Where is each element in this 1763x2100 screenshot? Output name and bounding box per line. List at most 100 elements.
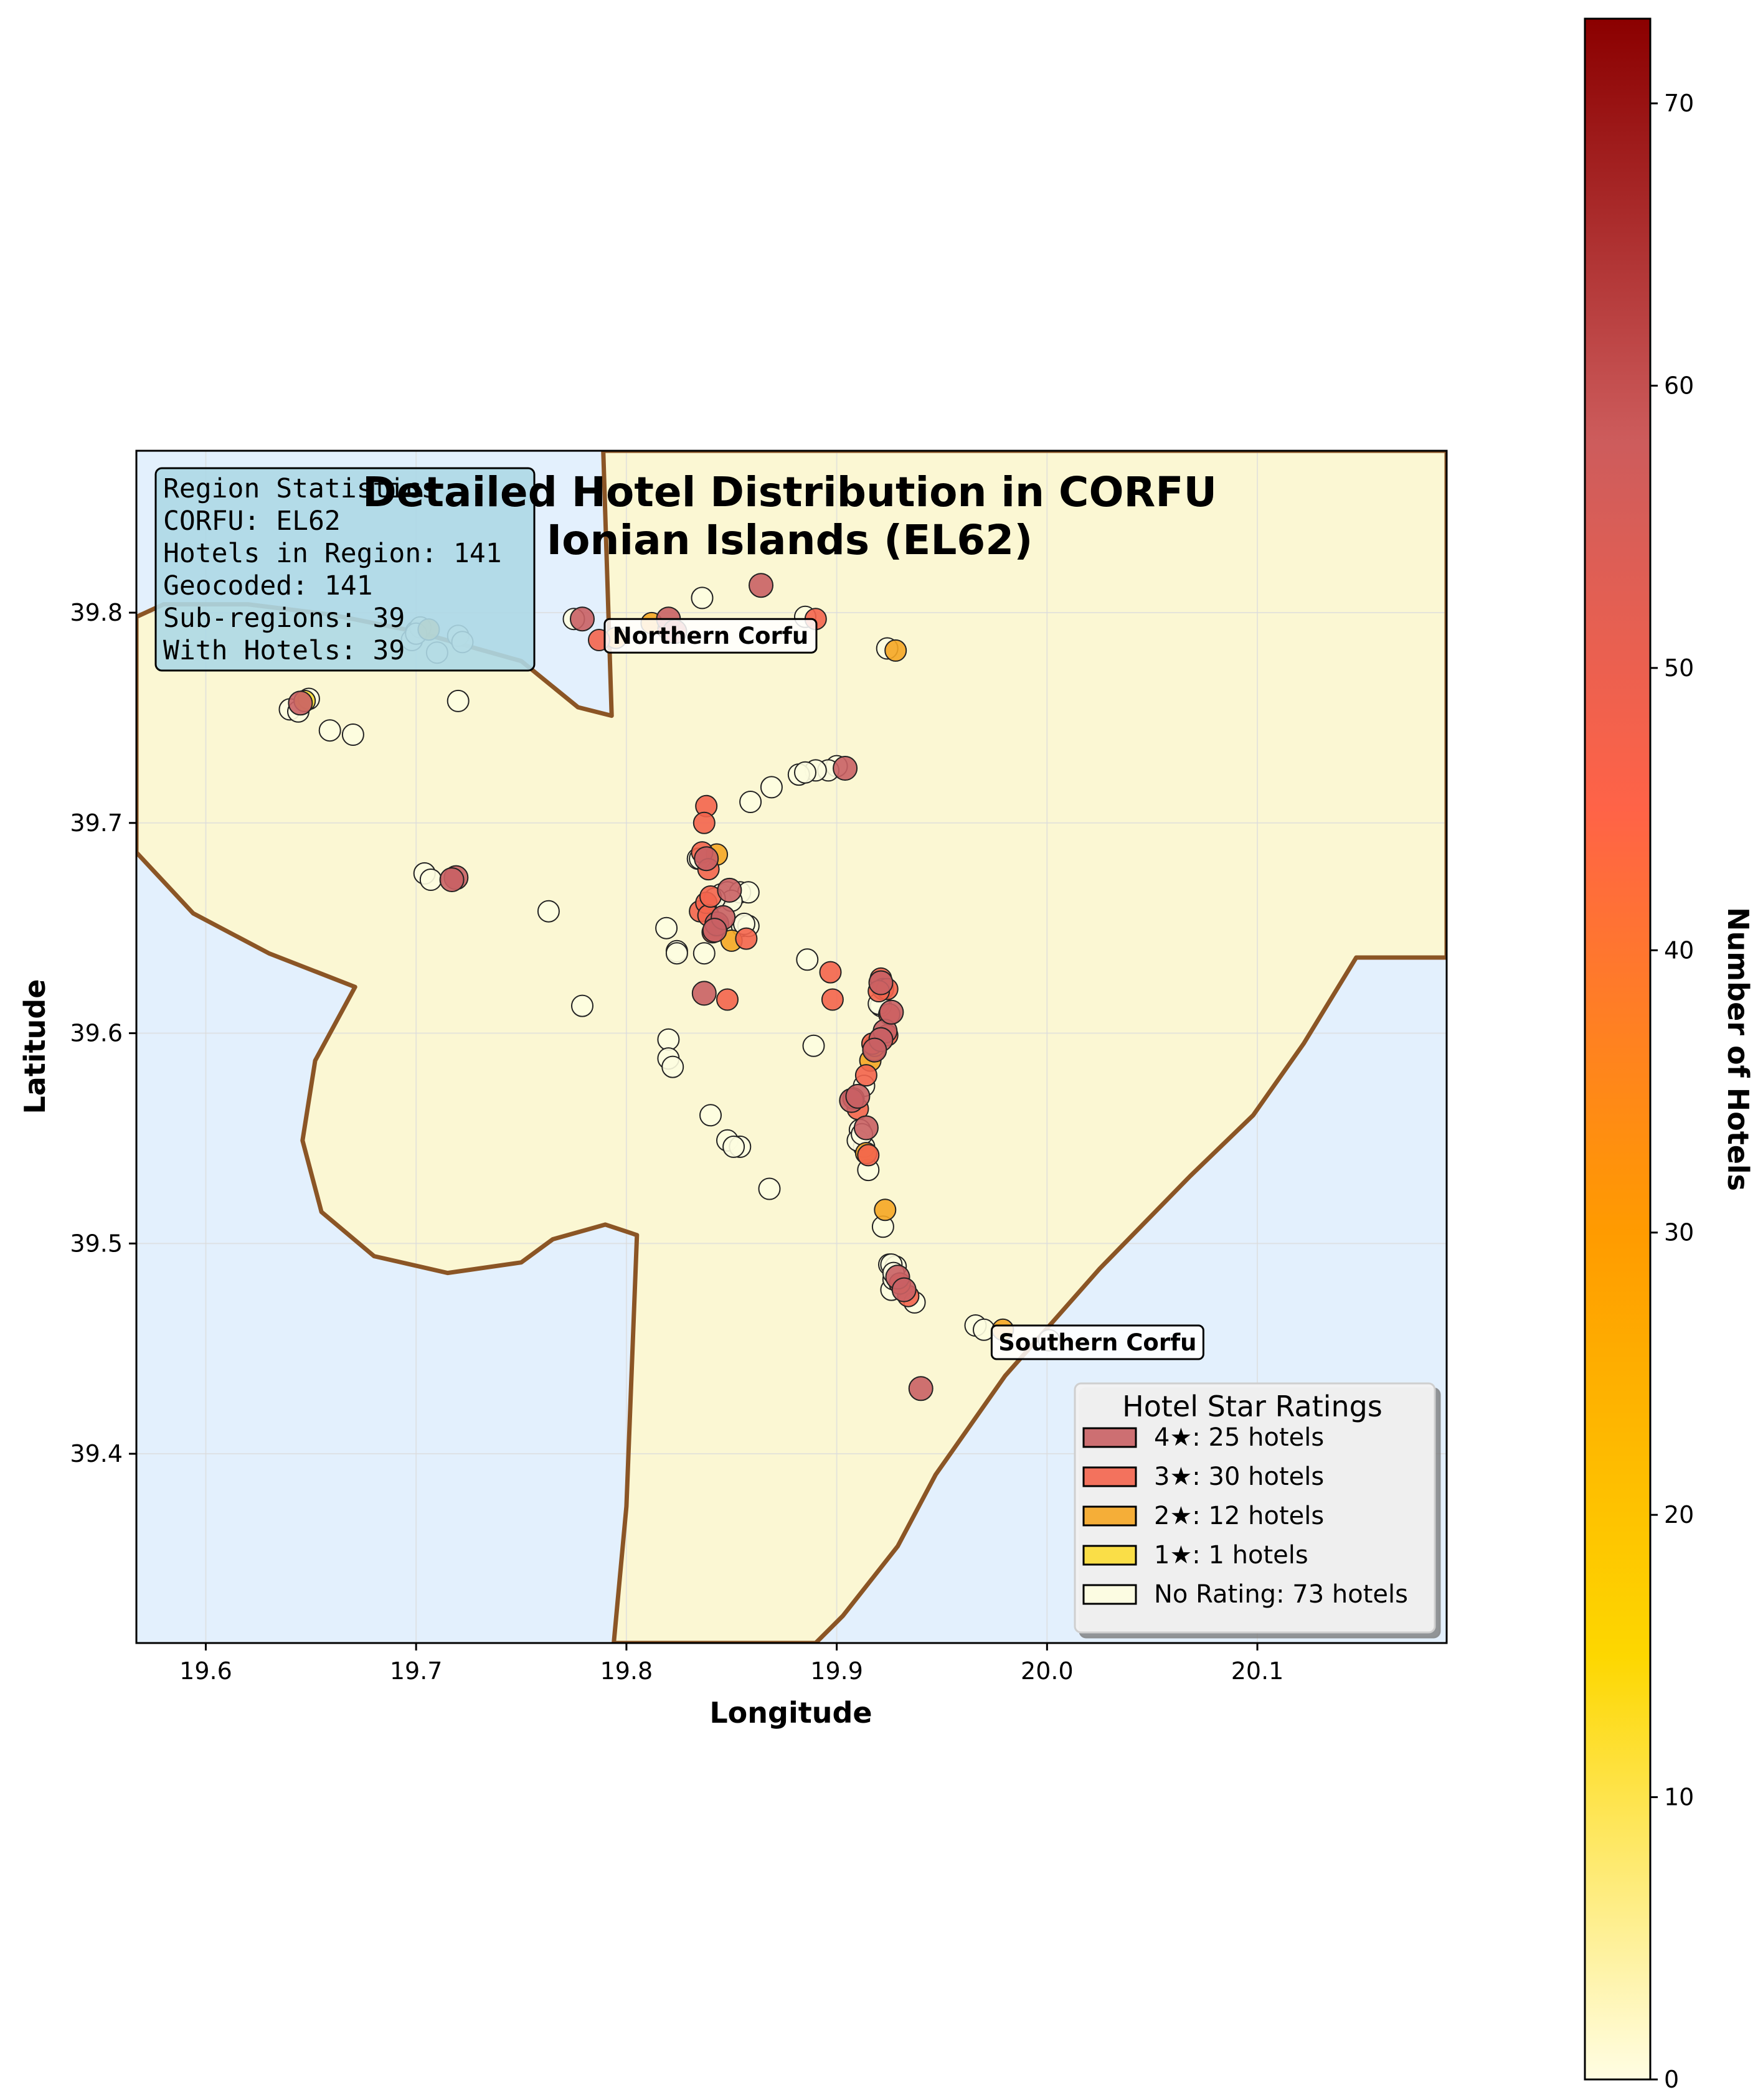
legend-swatch	[1082, 1584, 1137, 1605]
y-tick-label: 39.5	[70, 1230, 123, 1257]
hotel-point-unrated	[692, 942, 716, 965]
y-axis-ticks: 39.4 39.5 39.6 39.7 39.8	[70, 599, 136, 1467]
y-tick-label: 39.4	[70, 1440, 123, 1467]
hotel-point-unrated	[665, 942, 688, 965]
area-label-text: Southern Corfu	[998, 1329, 1196, 1356]
hotel-point-3-star	[857, 1144, 880, 1167]
hotel-point-3-star	[692, 811, 716, 834]
stats-line-hotels: Hotels in Region: 141	[163, 538, 502, 569]
colorbar-label: Number of Hotels	[1721, 907, 1755, 1191]
map-title-line1: Detailed Hotel Distribution in CORFU	[362, 468, 1217, 516]
legend-item-label: 4★: 25 hotels	[1154, 1423, 1324, 1452]
stats-line-subregions: Sub-regions: 39	[163, 603, 405, 634]
x-tick-label: 19.6	[179, 1657, 232, 1685]
hotel-point-unrated	[699, 1104, 722, 1127]
hotel-point-4-star	[694, 846, 719, 872]
stats-line-region: CORFU: EL62	[163, 506, 341, 537]
svg-text:Region Statistics CORF: Region Statistics CORFU: EL62 Hotels in …	[163, 473, 518, 666]
stats-line-geocoded: Geocoded: 141	[163, 570, 373, 601]
colorbar-tick-label: 50	[1664, 654, 1694, 682]
hotel-point-unrated	[661, 1055, 684, 1078]
hotel-point-unrated	[537, 900, 560, 923]
hotel-point-unrated	[722, 1135, 745, 1158]
area-label-box	[990, 1324, 1204, 1360]
legend-swatch	[1082, 1545, 1137, 1566]
area-labels: Northern Corfu Southern Corfu	[603, 618, 1204, 1360]
hotel-point-4-star	[570, 606, 595, 632]
y-tick-label: 39.6	[70, 1020, 123, 1047]
hotel-point-unrated	[655, 916, 678, 939]
hotel-point-3-star	[819, 961, 842, 984]
map-frame	[135, 450, 1448, 1644]
y-tick-label: 39.7	[70, 809, 123, 837]
hotel-point-unrated	[419, 869, 442, 891]
hotel-point-unrated	[802, 1034, 825, 1057]
hotel-point-4-star	[691, 981, 717, 1006]
land-area	[136, 451, 1447, 1643]
colorbar-tick-label: 0	[1664, 2066, 1679, 2093]
colorbar-ticks: 0 10 20 30 40 50 60 70	[1650, 90, 1694, 2093]
hotel-point-unrated	[758, 1177, 781, 1200]
hotel-point-4-star	[833, 756, 858, 781]
region-stats-box: Region Statistics CORFU: EL62 Hotels in …	[154, 467, 536, 672]
legend-item-label: 3★: 30 hotels	[1154, 1462, 1324, 1491]
x-axis-label: Longitude	[709, 1696, 872, 1730]
colorbar-tick-label: 40	[1664, 936, 1694, 964]
coastline	[136, 451, 1447, 1643]
x-tick-label: 19.7	[390, 1657, 443, 1685]
hotel-point-4-star	[702, 918, 727, 943]
colorbar-tick-label: 10	[1664, 1784, 1694, 1811]
hotel-point-3-star	[716, 988, 739, 1011]
area-label-text: Northern Corfu	[613, 623, 808, 649]
stats-line-title: Region Statistics	[163, 473, 437, 504]
hotel-point-4-star	[879, 999, 904, 1025]
hotel-point-unrated	[657, 1028, 680, 1051]
star-rating-legend: Hotel Star Ratings 4★: 25 hotels 3★: 30 h…	[1074, 1382, 1436, 1634]
hotel-point-2-star	[874, 1198, 897, 1222]
colorbar-tick-label: 20	[1664, 1501, 1694, 1528]
colorbar-tick-label: 60	[1664, 372, 1694, 399]
legend-title: Hotel Star Ratings	[1122, 1390, 1383, 1423]
hotel-point-4-star	[717, 877, 742, 903]
hotel-point-unrated	[447, 689, 470, 712]
hotel-point-4-star	[845, 1083, 871, 1109]
hotel-point-unrated	[691, 586, 714, 610]
x-axis-ticks: 19.6 19.7 19.8 19.9 20.0 20.1	[179, 1643, 1283, 1685]
legend-swatch	[1082, 1466, 1137, 1487]
colorbar: 0 10 20 30 40 50 60 70 Number of Hotels	[1584, 17, 1755, 2093]
y-axis-label: Latitude	[18, 979, 52, 1114]
hotel-point-3-star	[735, 927, 758, 950]
y-tick-label: 39.8	[70, 599, 123, 626]
legend-swatch	[1082, 1427, 1137, 1448]
legend-item-label: 1★: 1 hotels	[1154, 1541, 1308, 1570]
hotel-point-unrated	[739, 791, 762, 813]
colorbar-tick-label: 30	[1664, 1219, 1694, 1246]
map-title-line2: Ionian Islands (EL62)	[547, 516, 1033, 564]
hotel-point-4-star	[288, 690, 313, 716]
hotel-point-4-star	[908, 1376, 933, 1401]
x-tick-label: 19.9	[810, 1657, 863, 1685]
legend-frame	[1074, 1382, 1436, 1634]
hotel-point-unrated	[341, 723, 364, 746]
x-tick-label: 19.8	[600, 1657, 653, 1685]
hotel-point-4-star	[862, 1037, 887, 1063]
colorbar-gradient	[1584, 17, 1652, 2081]
hotel-point-2-star	[884, 639, 907, 662]
map-panel: Region Statistics CORFU: EL62 Hotels in …	[18, 450, 1448, 1730]
hotel-point-unrated	[794, 761, 816, 784]
stats-line-with-hotels: With Hotels: 39	[163, 635, 405, 666]
colorbar-tick-label: 70	[1664, 90, 1694, 117]
x-tick-label: 20.1	[1231, 1657, 1284, 1685]
legend-item-label: No Rating: 73 hotels	[1154, 1580, 1408, 1609]
x-tick-label: 20.0	[1021, 1657, 1074, 1685]
hotel-point-4-star	[868, 970, 894, 996]
area-label-box	[603, 618, 818, 654]
hotel-point-unrated	[571, 994, 593, 1017]
hotel-point-3-star	[854, 1064, 877, 1087]
hotel-point-4-star	[891, 1277, 917, 1302]
legend-swatch	[1082, 1505, 1137, 1527]
hotel-point-3-star	[821, 988, 844, 1011]
hotel-point-4-star	[749, 573, 773, 598]
hotel-point-unrated	[318, 719, 341, 742]
